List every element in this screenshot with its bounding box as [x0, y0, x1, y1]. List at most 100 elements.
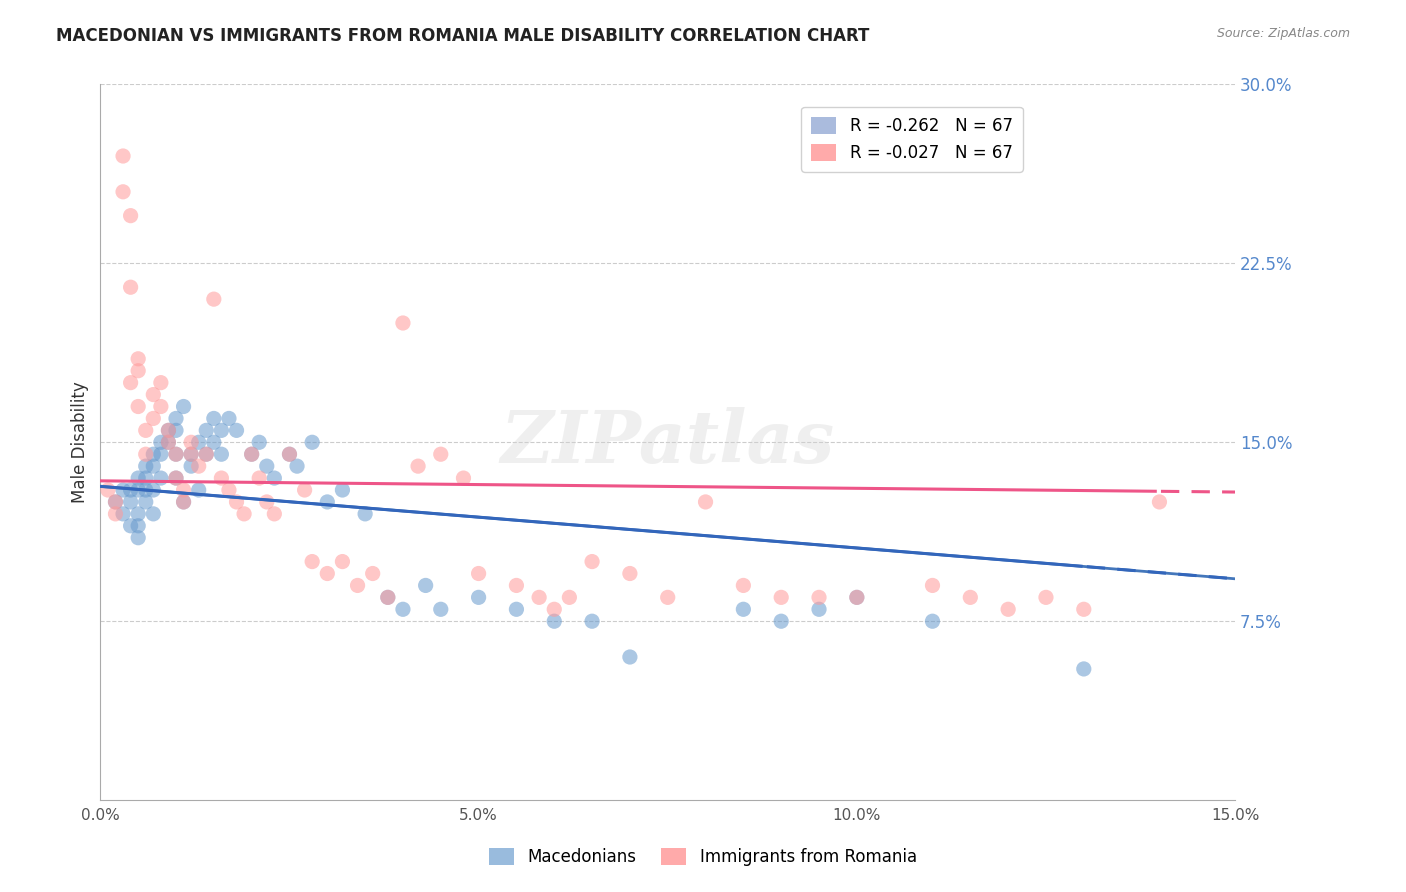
Point	[135, 447, 157, 461]
Point	[1035, 591, 1057, 605]
Point	[157, 435, 180, 450]
Point	[187, 435, 209, 450]
Point	[581, 555, 603, 569]
Point	[112, 185, 135, 199]
Point	[256, 495, 278, 509]
Point	[165, 423, 187, 437]
Point	[173, 400, 195, 414]
Text: Source: ZipAtlas.com: Source: ZipAtlas.com	[1216, 27, 1350, 40]
Point	[225, 495, 247, 509]
Point	[173, 483, 195, 497]
Point	[406, 459, 429, 474]
Legend: R = -0.262   N = 67, R = -0.027   N = 67: R = -0.262 N = 67, R = -0.027 N = 67	[801, 107, 1022, 172]
Point	[127, 400, 149, 414]
Point	[332, 483, 354, 497]
Point	[120, 376, 142, 390]
Point	[263, 507, 285, 521]
Point	[558, 591, 581, 605]
Point	[120, 518, 142, 533]
Point	[581, 614, 603, 628]
Point	[142, 483, 165, 497]
Point	[187, 459, 209, 474]
Point	[173, 495, 195, 509]
Point	[733, 602, 755, 616]
Point	[104, 507, 127, 521]
Point	[135, 423, 157, 437]
Text: ZIPatlas: ZIPatlas	[501, 407, 835, 478]
Point	[127, 507, 149, 521]
Point	[959, 591, 981, 605]
Point	[361, 566, 384, 581]
Point	[127, 471, 149, 485]
Point	[127, 483, 149, 497]
Point	[142, 459, 165, 474]
Point	[135, 495, 157, 509]
Point	[142, 507, 165, 521]
Point	[377, 591, 399, 605]
Point	[195, 447, 218, 461]
Point	[165, 471, 187, 485]
Point	[225, 423, 247, 437]
Point	[301, 555, 323, 569]
Point	[180, 459, 202, 474]
Point	[657, 591, 679, 605]
Point	[187, 483, 209, 497]
Point	[392, 602, 415, 616]
Point	[467, 566, 489, 581]
Point	[429, 447, 451, 461]
Point	[120, 209, 142, 223]
Point	[332, 555, 354, 569]
Point	[157, 423, 180, 437]
Point	[316, 495, 339, 509]
Point	[997, 602, 1019, 616]
Point	[127, 351, 149, 366]
Point	[142, 387, 165, 401]
Point	[104, 495, 127, 509]
Point	[505, 578, 527, 592]
Point	[135, 459, 157, 474]
Point	[233, 507, 256, 521]
Point	[770, 614, 793, 628]
Point	[120, 495, 142, 509]
Point	[415, 578, 437, 592]
Point	[112, 483, 135, 497]
Point	[149, 447, 172, 461]
Point	[429, 602, 451, 616]
Point	[301, 435, 323, 450]
Y-axis label: Male Disability: Male Disability	[72, 382, 89, 503]
Point	[97, 483, 120, 497]
Point	[135, 471, 157, 485]
Point	[733, 578, 755, 592]
Point	[180, 435, 202, 450]
Point	[149, 471, 172, 485]
Point	[294, 483, 316, 497]
Point	[543, 614, 565, 628]
Point	[149, 435, 172, 450]
Point	[808, 591, 831, 605]
Point	[157, 423, 180, 437]
Point	[1073, 602, 1095, 616]
Point	[527, 591, 550, 605]
Point	[240, 447, 263, 461]
Text: MACEDONIAN VS IMMIGRANTS FROM ROMANIA MALE DISABILITY CORRELATION CHART: MACEDONIAN VS IMMIGRANTS FROM ROMANIA MA…	[56, 27, 870, 45]
Point	[142, 447, 165, 461]
Point	[120, 483, 142, 497]
Point	[195, 423, 218, 437]
Point	[180, 447, 202, 461]
Point	[127, 531, 149, 545]
Point	[112, 149, 135, 163]
Point	[278, 447, 301, 461]
Point	[127, 364, 149, 378]
Point	[202, 292, 225, 306]
Point	[218, 483, 240, 497]
Legend: Macedonians, Immigrants from Romania: Macedonians, Immigrants from Romania	[481, 840, 925, 875]
Point	[165, 447, 187, 461]
Point	[263, 471, 285, 485]
Point	[278, 447, 301, 461]
Point	[543, 602, 565, 616]
Point	[921, 614, 943, 628]
Point	[247, 471, 270, 485]
Point	[316, 566, 339, 581]
Point	[256, 459, 278, 474]
Point	[285, 459, 308, 474]
